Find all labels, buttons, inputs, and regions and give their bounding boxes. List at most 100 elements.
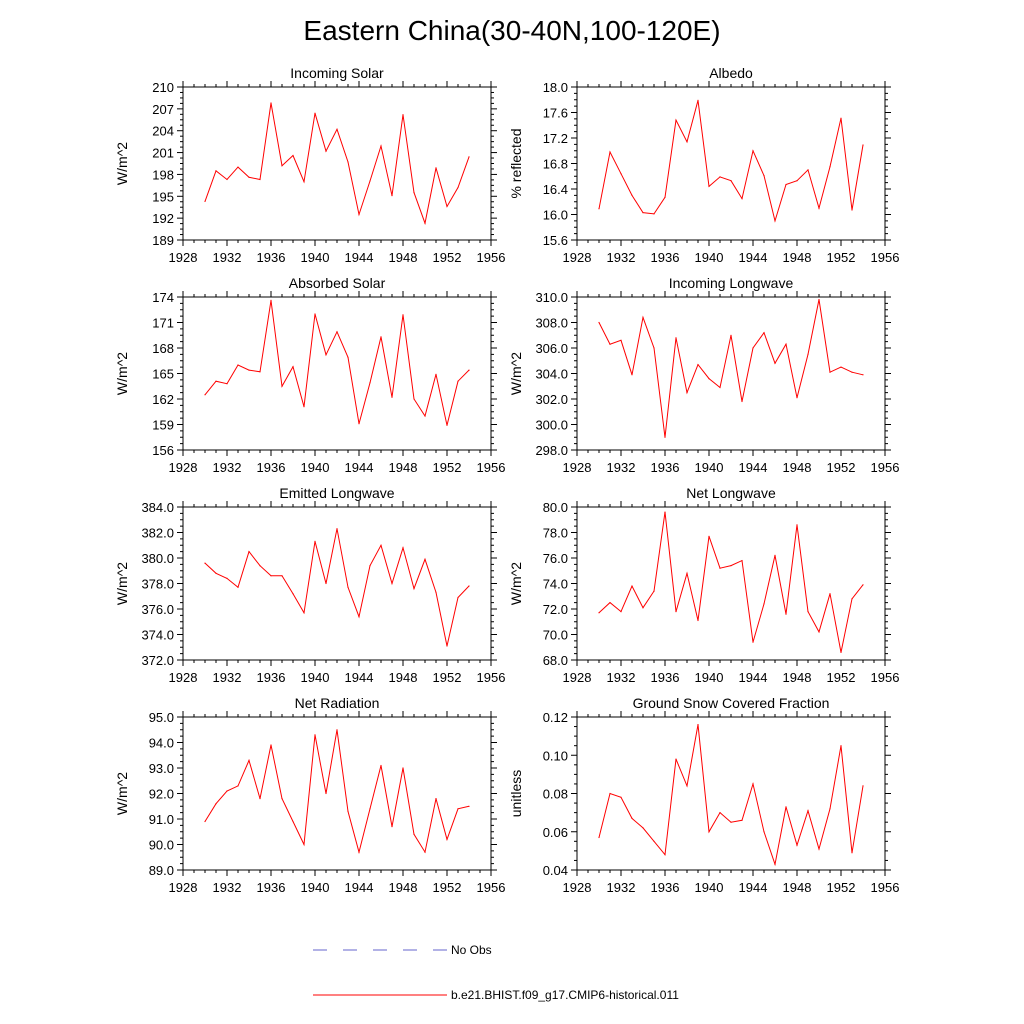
data-point	[620, 796, 622, 798]
data-point	[763, 603, 765, 605]
data-point	[413, 398, 415, 400]
y-tick-label: 17.2	[543, 131, 568, 146]
data-point	[314, 112, 316, 114]
y-tick-label: 0.06	[543, 825, 568, 840]
data-point	[741, 400, 743, 403]
data-point	[796, 397, 798, 399]
data-point	[446, 645, 448, 647]
y-tick-label: 372.0	[141, 653, 174, 668]
x-tick-label: 1932	[607, 250, 636, 265]
x-tick-label: 1944	[739, 880, 768, 895]
y-tick-label: 210	[152, 80, 174, 95]
data-point	[829, 593, 831, 595]
y-tick-label: 204	[152, 124, 174, 139]
data-point	[730, 334, 732, 336]
data-point	[609, 151, 611, 153]
y-tick-label: 171	[152, 316, 174, 331]
data-point	[653, 590, 655, 592]
y-axis-label: W/m^2	[508, 352, 524, 395]
data-point	[829, 371, 831, 373]
data-point	[358, 851, 360, 853]
y-axis-label: W/m^2	[114, 772, 130, 815]
x-tick-label: 1948	[389, 670, 418, 685]
x-tick-label: 1936	[257, 460, 286, 475]
figure-title: Eastern China(30-40N,100-120E)	[303, 15, 720, 46]
data-point	[237, 364, 239, 366]
y-tick-label: 378.0	[141, 577, 174, 592]
panel-net-longwave: Net Longwave W/m^2 68.0 70.0 72.0 74.0 76.0 78.…	[508, 485, 899, 685]
x-tick-label: 1940	[695, 250, 724, 265]
series-line	[204, 300, 470, 426]
data-point	[270, 102, 272, 104]
plot-frame	[576, 506, 886, 661]
data-point	[391, 826, 393, 828]
data-point	[259, 371, 261, 373]
data-point	[653, 213, 655, 215]
x-tick-label: 1944	[739, 670, 768, 685]
y-tick-label: 95.0	[149, 710, 174, 725]
x-tick-label: 1952	[827, 670, 856, 685]
data-point	[270, 299, 272, 301]
data-point	[785, 183, 787, 186]
y-tick-label: 189	[152, 233, 174, 248]
x-tick-label: 1936	[257, 880, 286, 895]
data-point	[598, 321, 600, 324]
y-tick-label: 74.0	[543, 577, 568, 592]
data-point	[763, 175, 765, 177]
x-tick-label: 1944	[739, 460, 768, 475]
data-point	[369, 382, 371, 384]
series-line	[204, 528, 470, 647]
data-point	[248, 551, 250, 553]
data-point	[763, 332, 765, 334]
x-tick-label: 1932	[607, 880, 636, 895]
data-point	[862, 374, 864, 376]
y-tick-label: 72.0	[543, 602, 568, 617]
y-tick-label: 384.0	[141, 500, 174, 515]
y-tick-label: 159	[152, 418, 174, 433]
data-point	[829, 166, 831, 168]
data-point	[653, 840, 655, 842]
y-tick-label: 376.0	[141, 602, 174, 617]
x-tick-label: 1956	[871, 250, 900, 265]
data-point	[851, 852, 853, 854]
data-point	[818, 848, 820, 850]
data-point	[719, 567, 721, 569]
data-point	[664, 854, 666, 856]
data-point	[708, 185, 710, 187]
data-point	[796, 180, 798, 182]
series-line	[204, 102, 470, 226]
data-point	[840, 366, 842, 368]
data-point	[664, 511, 666, 513]
data-point	[708, 378, 710, 380]
data-point	[391, 582, 393, 585]
y-tick-label: 195	[152, 189, 174, 204]
data-point	[598, 612, 600, 614]
x-tick-label: 1948	[783, 250, 812, 265]
y-tick-label: 16.8	[543, 157, 568, 172]
data-point	[226, 577, 228, 580]
data-point	[774, 554, 776, 557]
y-tick-label: 380.0	[141, 551, 174, 566]
x-tick-label: 1956	[871, 880, 900, 895]
y-tick-label: 156	[152, 443, 174, 458]
data-point	[752, 641, 754, 643]
panel-title: Absorbed Solar	[289, 275, 386, 291]
data-point	[358, 213, 360, 216]
y-tick-label: 198	[152, 167, 174, 182]
data-point	[468, 156, 470, 158]
legend-label-model: b.e21.BHIST.f09_g17.CMIP6-historical.011	[451, 988, 679, 1002]
data-point	[686, 785, 688, 787]
x-tick-label: 1928	[169, 880, 198, 895]
data-point	[675, 611, 677, 613]
data-point	[292, 366, 294, 368]
data-point	[807, 810, 809, 812]
data-point	[807, 169, 809, 171]
data-point	[763, 831, 765, 833]
data-point	[226, 790, 228, 792]
data-point	[226, 383, 228, 385]
x-tick-label: 1936	[651, 670, 680, 685]
data-point	[862, 144, 864, 146]
data-point	[435, 798, 437, 800]
data-point	[369, 565, 371, 567]
panel-absorbed-solar: Absorbed Solar W/m^2 156 159 162 165 168 171 174…	[114, 275, 505, 475]
